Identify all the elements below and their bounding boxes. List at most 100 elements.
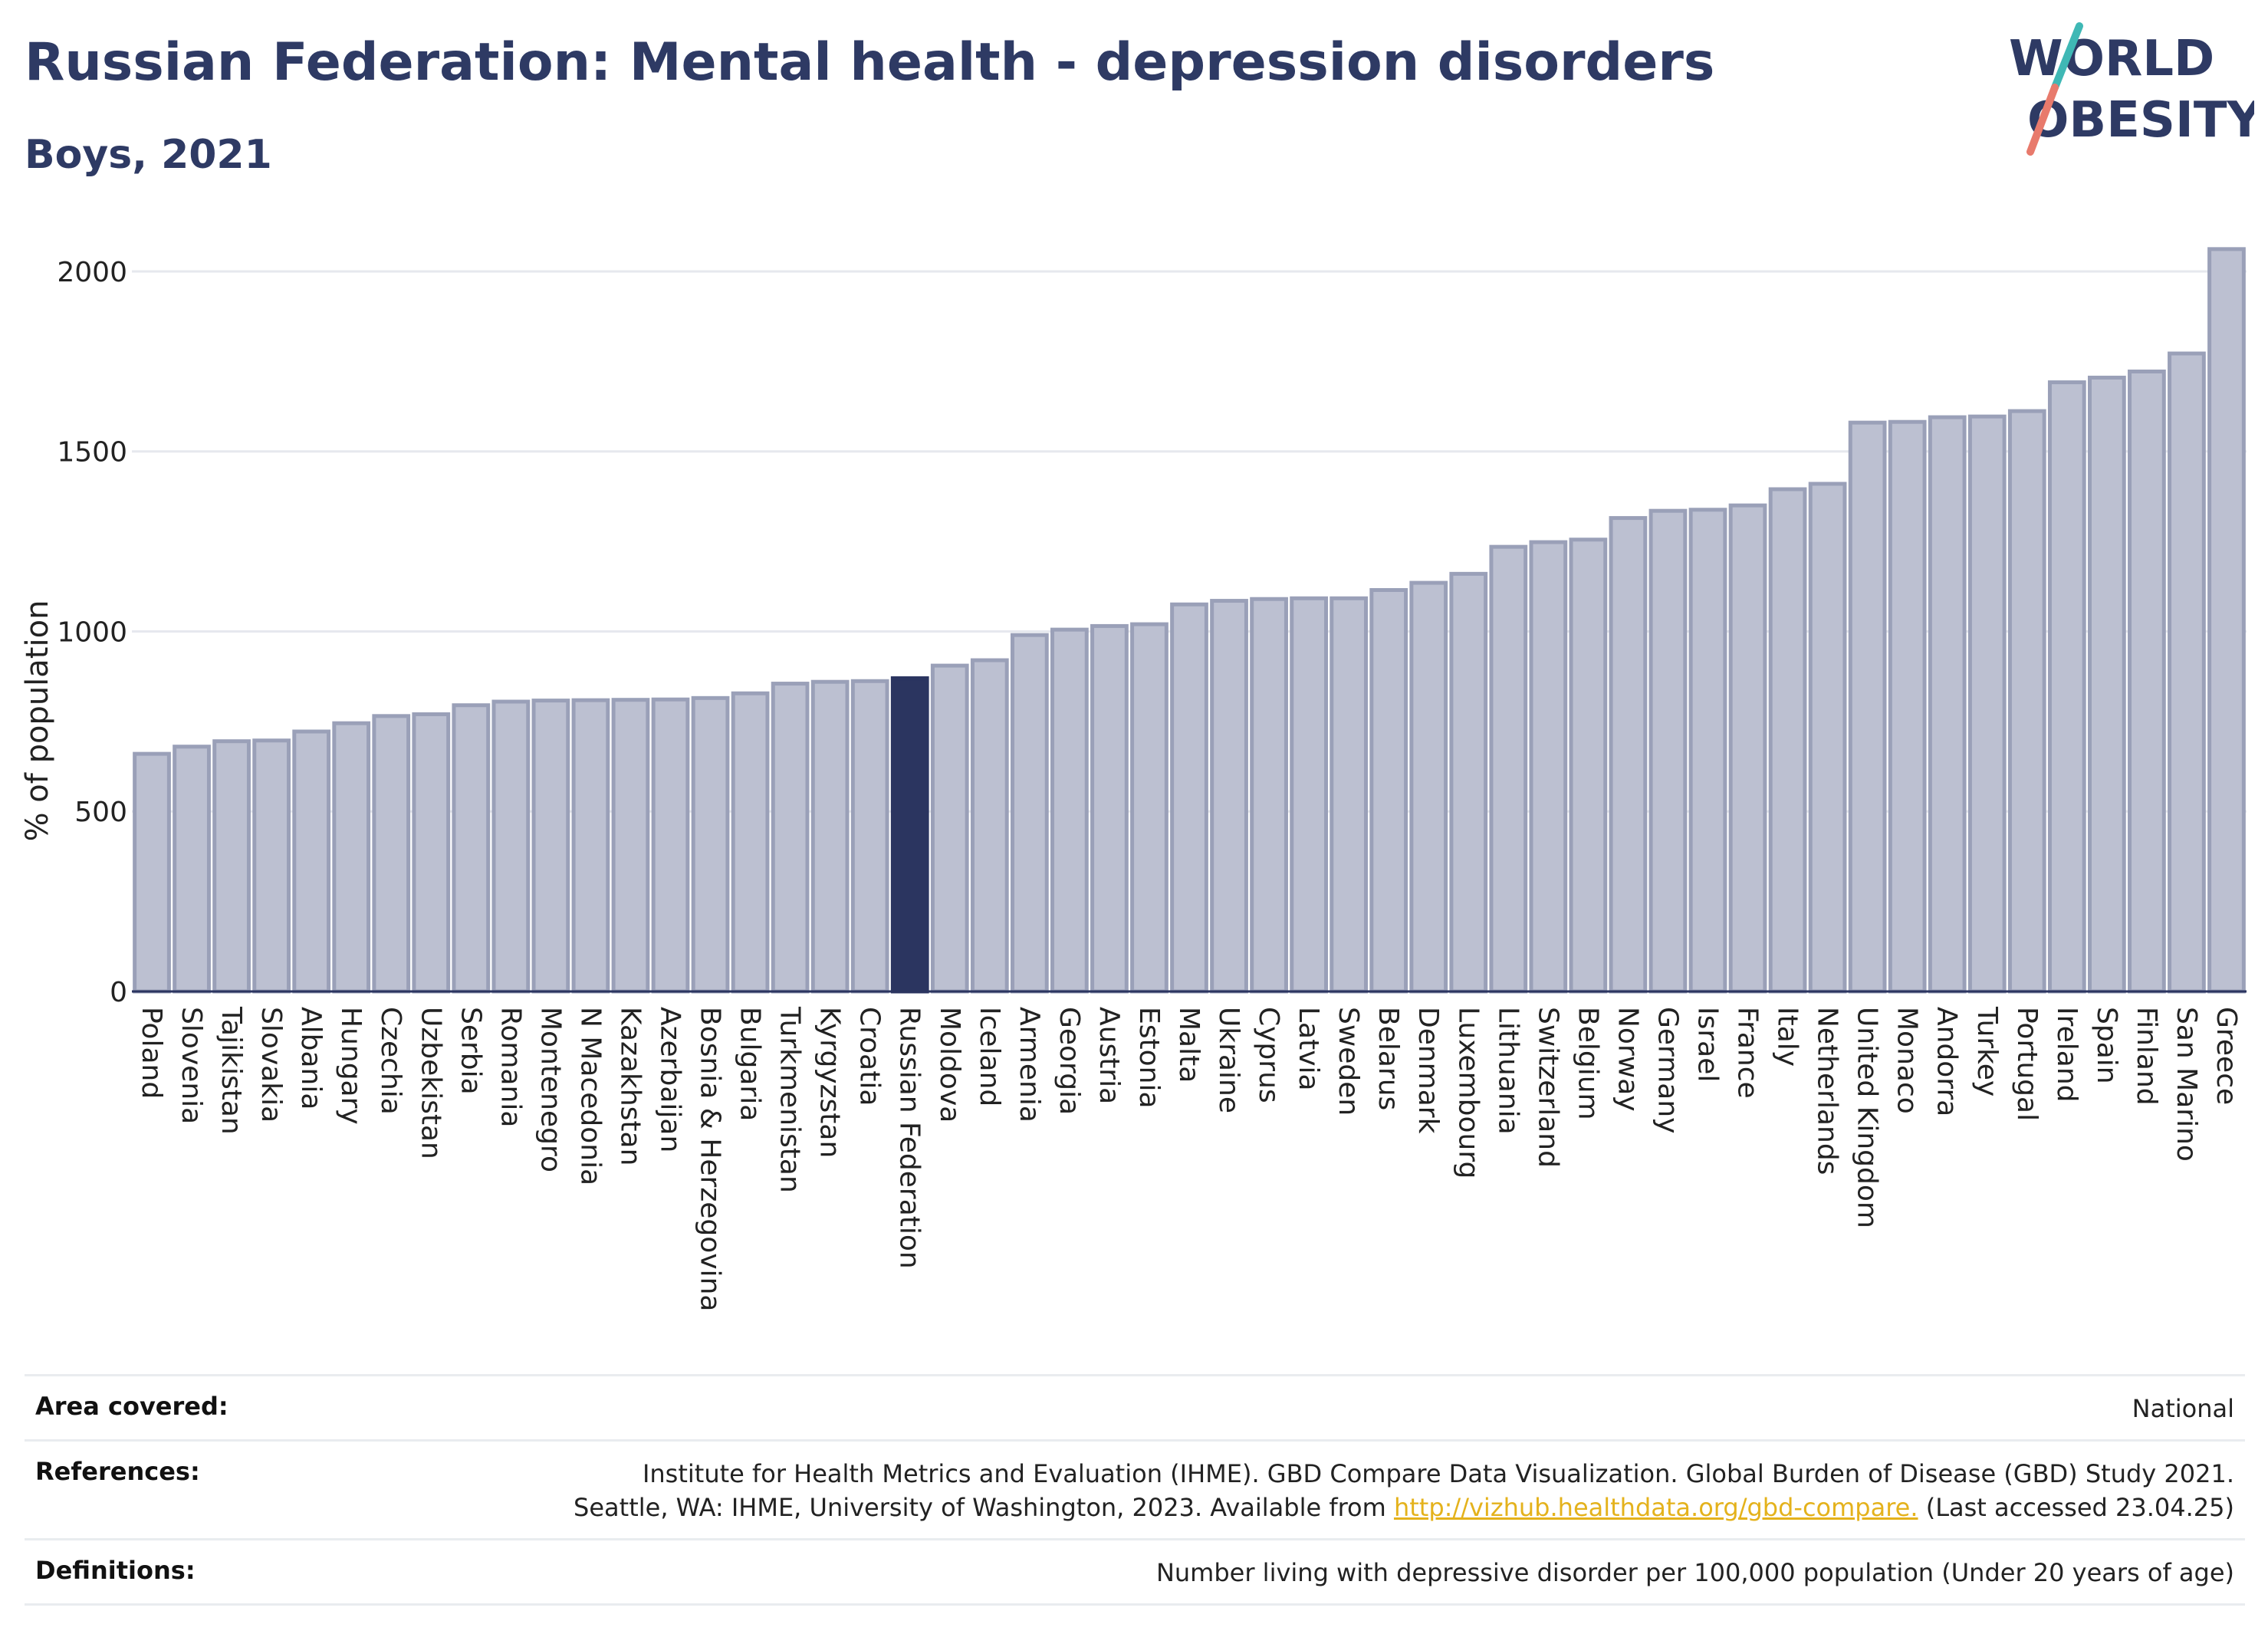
bar-lithuania bbox=[1489, 544, 1528, 994]
x-tick-label: Cyprus bbox=[1253, 1007, 1284, 1103]
world-obesity-logo: WORLD OBESITY bbox=[2009, 22, 2254, 156]
x-tick-label: Ireland bbox=[2051, 1007, 2082, 1103]
x-tick-label: Slovakia bbox=[255, 1007, 287, 1123]
bar-ukraine bbox=[1210, 599, 1248, 994]
bar-croatia bbox=[850, 679, 889, 994]
x-tick-label: Poland bbox=[136, 1007, 167, 1099]
x-tick-label: Georgia bbox=[1053, 1007, 1085, 1115]
x-tick-label: Spain bbox=[2091, 1007, 2122, 1084]
x-tick-label: Israel bbox=[1691, 1007, 1723, 1082]
x-tick-label: N Macedonia bbox=[574, 1007, 606, 1185]
x-tick-label: Lithuania bbox=[1492, 1007, 1524, 1135]
bar-belgium bbox=[1569, 538, 1608, 994]
bar-czechia bbox=[372, 714, 411, 994]
bar-tajikistan bbox=[212, 739, 251, 994]
x-tick-label: Andorra bbox=[1931, 1007, 1963, 1116]
bar-montenegro bbox=[531, 699, 570, 994]
x-tick-label: Serbia bbox=[455, 1007, 486, 1095]
bar-france bbox=[1728, 503, 1767, 994]
definitions-label: Definitions: bbox=[35, 1556, 196, 1585]
x-tick-label: Montenegro bbox=[534, 1007, 566, 1172]
bar-monaco bbox=[1888, 419, 1927, 994]
bar-chart: 0 500 1000 1500 2000 Poland Slovenia Tajikista… bbox=[20, 247, 2247, 1311]
bar-sweden bbox=[1330, 596, 1369, 994]
area-covered-label: Area covered: bbox=[35, 1392, 228, 1421]
bar-kyrgyzstan bbox=[810, 679, 850, 994]
y-tick-label: 500 bbox=[74, 797, 127, 828]
bars bbox=[133, 247, 2246, 994]
x-tick-label: Croatia bbox=[854, 1007, 886, 1106]
references-label: References: bbox=[35, 1457, 200, 1486]
chart-subtitle: Boys, 2021 bbox=[25, 132, 272, 178]
x-tick-label: Finland bbox=[2131, 1007, 2162, 1106]
x-tick-label: Bosnia & Herzegovina bbox=[695, 1007, 726, 1311]
x-tick-label: Austria bbox=[1093, 1007, 1125, 1104]
bar-slovenia bbox=[173, 745, 211, 994]
x-tick-label: Malta bbox=[1173, 1007, 1205, 1083]
bar-austria bbox=[1090, 623, 1129, 994]
bar-italy bbox=[1768, 487, 1807, 994]
bar-switzerland bbox=[1529, 540, 1568, 994]
bar-russian-federation bbox=[890, 676, 929, 994]
chart-title: Russian Federation: Mental health - depr… bbox=[25, 32, 1715, 93]
bar-israel bbox=[1688, 508, 1727, 994]
x-tick-label: Hungary bbox=[335, 1007, 366, 1125]
x-tick-label: Germany bbox=[1652, 1007, 1683, 1133]
x-tick-label: Kyrgyzstan bbox=[814, 1007, 846, 1158]
bar-portugal bbox=[2007, 409, 2046, 994]
bar-cyprus bbox=[1250, 597, 1288, 994]
x-tick-label: Belarus bbox=[1372, 1007, 1404, 1110]
bar-poland bbox=[133, 751, 171, 994]
definitions-row: Definitions: Number living with depressi… bbox=[25, 1538, 2245, 1606]
y-tick-label: 1500 bbox=[57, 437, 127, 469]
bar-ireland bbox=[2047, 380, 2086, 994]
x-tick-label: Latvia bbox=[1293, 1007, 1324, 1091]
x-tick-label: Albania bbox=[295, 1007, 327, 1110]
footer-table: Area covered: National References: Insti… bbox=[25, 1374, 2245, 1606]
x-tick-label: Iceland bbox=[974, 1007, 1005, 1106]
bar-bulgaria bbox=[731, 691, 770, 994]
x-tick-label: Kazakhstan bbox=[614, 1007, 646, 1165]
bar-uzbekistan bbox=[412, 712, 451, 994]
x-tick-label: Romania bbox=[495, 1007, 526, 1127]
reference-link[interactable]: http://vizhub.healthdata.org/gbd-compare… bbox=[1393, 1493, 1918, 1522]
x-tick-label: Italy bbox=[1772, 1007, 1803, 1067]
x-tick-label: Russian Federation bbox=[894, 1007, 925, 1269]
x-tick-label: Slovenia bbox=[176, 1007, 207, 1124]
x-tick-label: Belgium bbox=[1572, 1007, 1603, 1120]
bar-latvia bbox=[1290, 596, 1328, 994]
bar-greece bbox=[2207, 247, 2246, 994]
bar-iceland bbox=[970, 658, 1009, 994]
x-tick-label: San Marino bbox=[2171, 1007, 2202, 1162]
y-tick-label: 2000 bbox=[57, 257, 127, 288]
x-tick-label: France bbox=[1732, 1007, 1763, 1099]
x-tick-label: Denmark bbox=[1412, 1007, 1444, 1134]
y-tick-label: 0 bbox=[110, 977, 127, 1008]
x-tick-label: Turkey bbox=[1971, 1006, 2003, 1096]
y-tick-label: 1000 bbox=[57, 616, 127, 648]
x-tick-label: Tajikistan bbox=[215, 1006, 247, 1135]
x-tick-label: Sweden bbox=[1333, 1007, 1364, 1116]
x-tick-label: Monaco bbox=[1892, 1007, 1923, 1114]
x-tick-label: Luxembourg bbox=[1452, 1007, 1484, 1179]
bar-netherlands bbox=[1808, 482, 1847, 994]
x-tick-label: Czechia bbox=[375, 1007, 406, 1115]
bar-moldova bbox=[930, 663, 969, 994]
bar-norway bbox=[1609, 516, 1648, 994]
bar-san-marino bbox=[2168, 351, 2206, 994]
x-tick-label: United Kingdom bbox=[1852, 1007, 1883, 1228]
y-axis-label: % of population bbox=[20, 600, 55, 842]
x-tick-label: Greece bbox=[2210, 1007, 2242, 1105]
reference-line-2-suffix: (Last accessed 23.04.25) bbox=[1918, 1493, 2234, 1522]
bar-slovakia bbox=[252, 738, 291, 994]
svg-text:WORLD: WORLD bbox=[2009, 31, 2214, 87]
y-axis-ticks: 0 500 1000 1500 2000 bbox=[57, 257, 127, 1008]
bar-armenia bbox=[1010, 633, 1049, 994]
area-covered-value: National bbox=[2132, 1394, 2234, 1423]
x-tick-label: Uzbekistan bbox=[415, 1007, 446, 1159]
bar-romania bbox=[491, 699, 531, 994]
bar-luxembourg bbox=[1449, 571, 1488, 994]
x-tick-label: Bulgaria bbox=[735, 1007, 766, 1121]
x-tick-label: Norway bbox=[1612, 1007, 1643, 1112]
bar-georgia bbox=[1050, 627, 1089, 994]
